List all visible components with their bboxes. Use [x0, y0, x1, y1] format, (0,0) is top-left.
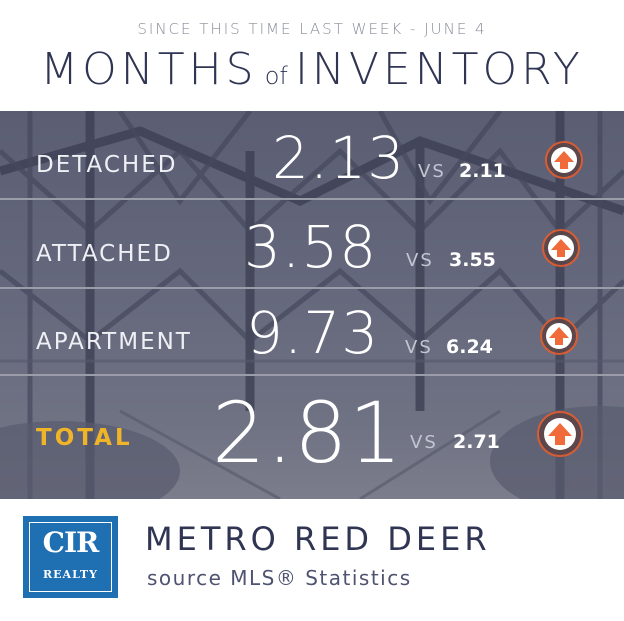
page-title: MONTHS of INVENTORY	[0, 44, 624, 95]
logo-sub-text: REALTY	[43, 568, 98, 581]
title-months: MONTHS	[40, 44, 258, 95]
bridge-background-image	[0, 111, 624, 499]
logo-main-text: CIR	[42, 526, 100, 559]
row-divider	[0, 374, 624, 376]
title-of: of	[264, 62, 288, 90]
row-total: TOTAL 2.81 VS 2.71	[0, 376, 624, 499]
previous-value: 2.11	[459, 160, 506, 182]
current-value: 2.13	[272, 124, 406, 192]
row-label: APARTMENT	[36, 329, 192, 355]
stats-panel: DETACHED 2.13 VS 2.11 ATTACHED 3.58 VS 3…	[0, 111, 624, 499]
cir-realty-logo: CIR REALTY	[23, 516, 118, 598]
previous-value: 2.71	[453, 431, 500, 453]
row-label: DETACHED	[36, 152, 178, 178]
row-attached: ATTACHED 3.58 VS 3.55	[0, 200, 624, 287]
row-divider	[0, 287, 624, 289]
up-arrow-icon	[540, 317, 578, 355]
row-label: ATTACHED	[36, 241, 173, 267]
current-value: 9.73	[246, 299, 380, 367]
row-divider	[0, 198, 624, 200]
vs-label: VS	[410, 432, 438, 453]
title-inventory: INVENTORY	[294, 44, 584, 95]
logo-border	[29, 522, 112, 592]
row-detached: DETACHED 2.13 VS 2.11	[0, 111, 624, 199]
vs-label: VS	[418, 161, 446, 182]
up-arrow-icon	[542, 229, 580, 267]
current-value: 3.58	[244, 213, 378, 281]
vs-label: VS	[405, 337, 433, 358]
row-apartment: APARTMENT 9.73 VS 6.24	[0, 289, 624, 374]
current-value: 2.81	[212, 384, 404, 482]
source-text: source MLS® Statistics	[147, 566, 412, 590]
row-label-total: TOTAL	[36, 425, 133, 451]
region-title: METRO RED DEER	[145, 520, 491, 558]
subtitle: SINCE THIS TIME LAST WEEK - JUNE 4	[137, 20, 487, 38]
previous-value: 6.24	[446, 336, 493, 358]
previous-value: 3.55	[449, 249, 496, 271]
up-arrow-icon	[545, 141, 583, 179]
up-arrow-icon	[537, 411, 583, 457]
vs-label: VS	[406, 250, 434, 271]
